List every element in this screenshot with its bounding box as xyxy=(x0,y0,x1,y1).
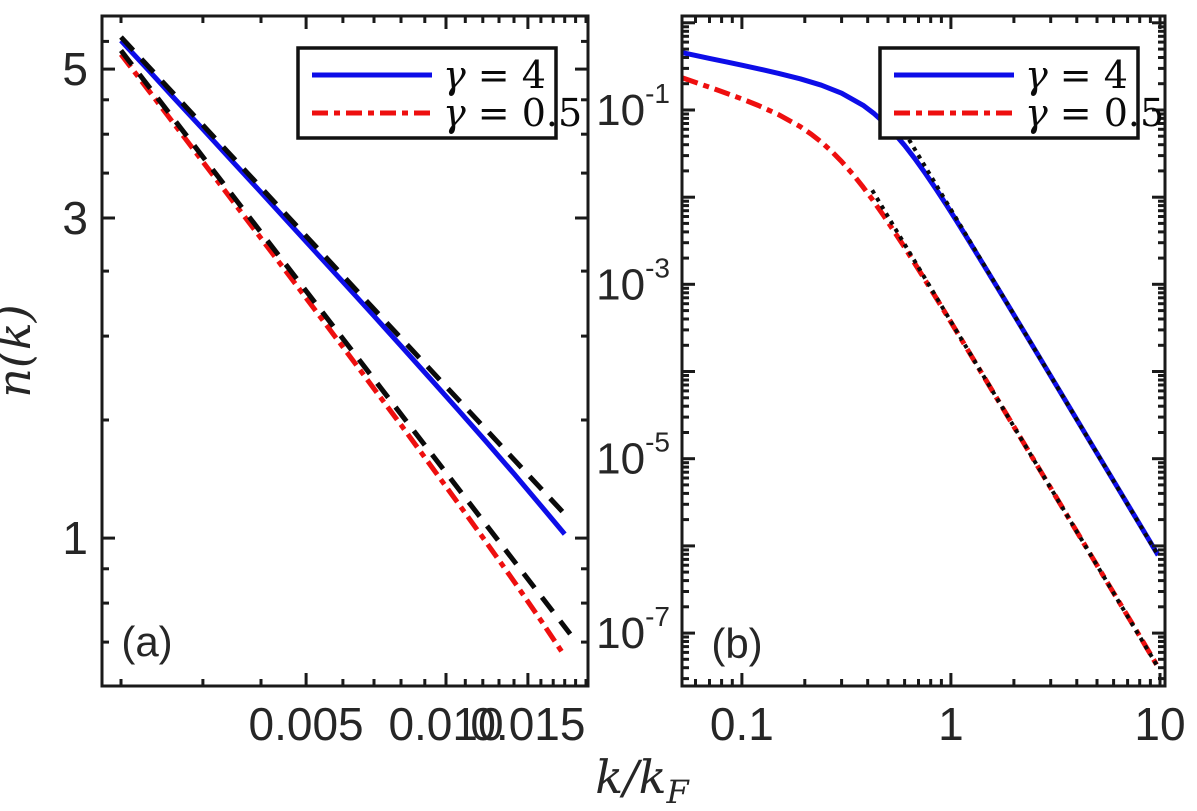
y-tick-label-a: 3 xyxy=(62,192,88,244)
y-tick-label-b: 10-7 xyxy=(596,601,670,658)
legend-a: γ = 4γ = 0.5 xyxy=(296,46,582,140)
series-gamma-0p5-line xyxy=(119,52,567,658)
y-tick-label-b: 10-5 xyxy=(596,427,670,484)
x-tick-label-b: 10 xyxy=(1134,698,1185,750)
y-tick-label-a: 1 xyxy=(62,512,88,564)
legend-box-b xyxy=(878,46,1140,140)
x-axis-label: k/kF xyxy=(595,750,690,811)
x-tick-label-b: 0.1 xyxy=(710,698,774,750)
legend-box-a xyxy=(296,46,558,140)
series-k4-tail-gamma-0p5-line xyxy=(870,189,1160,669)
y-tick-label-a: 5 xyxy=(62,43,88,95)
legend-label-a: γ = 0.5 xyxy=(443,91,582,135)
series-asymptote-gamma-4-line xyxy=(119,35,573,522)
axis-ticks-a xyxy=(102,16,588,686)
axes-box-a xyxy=(100,14,590,688)
legend-b: γ = 4γ = 0.5 xyxy=(878,46,1164,140)
legend-label-b: γ = 0.5 xyxy=(1025,91,1164,135)
x-tick-label-a: 0.015 xyxy=(470,698,585,750)
y-tick-label-b: 10-3 xyxy=(596,252,670,309)
x-tick-label-a: 0.010 xyxy=(388,698,503,750)
y-tick-label-b: 10-1 xyxy=(596,78,670,135)
series-asymptote-gamma-0p5-line xyxy=(119,48,573,636)
series-gamma-4-line xyxy=(119,38,567,536)
axes-box-b xyxy=(680,14,1167,688)
panel-b: 0.1 1 10 10-1 10-3 10-5 10-7 (b) γ = 4γ = 0.5 xyxy=(596,14,1186,750)
x-tick-label-b: 1 xyxy=(938,698,964,750)
x-tick-label-a: 0.005 xyxy=(249,698,364,750)
panel-label-b: (b) xyxy=(711,620,762,667)
legend-label-a: γ = 4 xyxy=(443,53,546,97)
panel-label-a: (a) xyxy=(121,618,172,665)
axis-ticks-b xyxy=(682,16,1165,686)
y-axis-label: n(k) xyxy=(0,304,41,397)
legend-label-b: γ = 4 xyxy=(1025,53,1128,97)
